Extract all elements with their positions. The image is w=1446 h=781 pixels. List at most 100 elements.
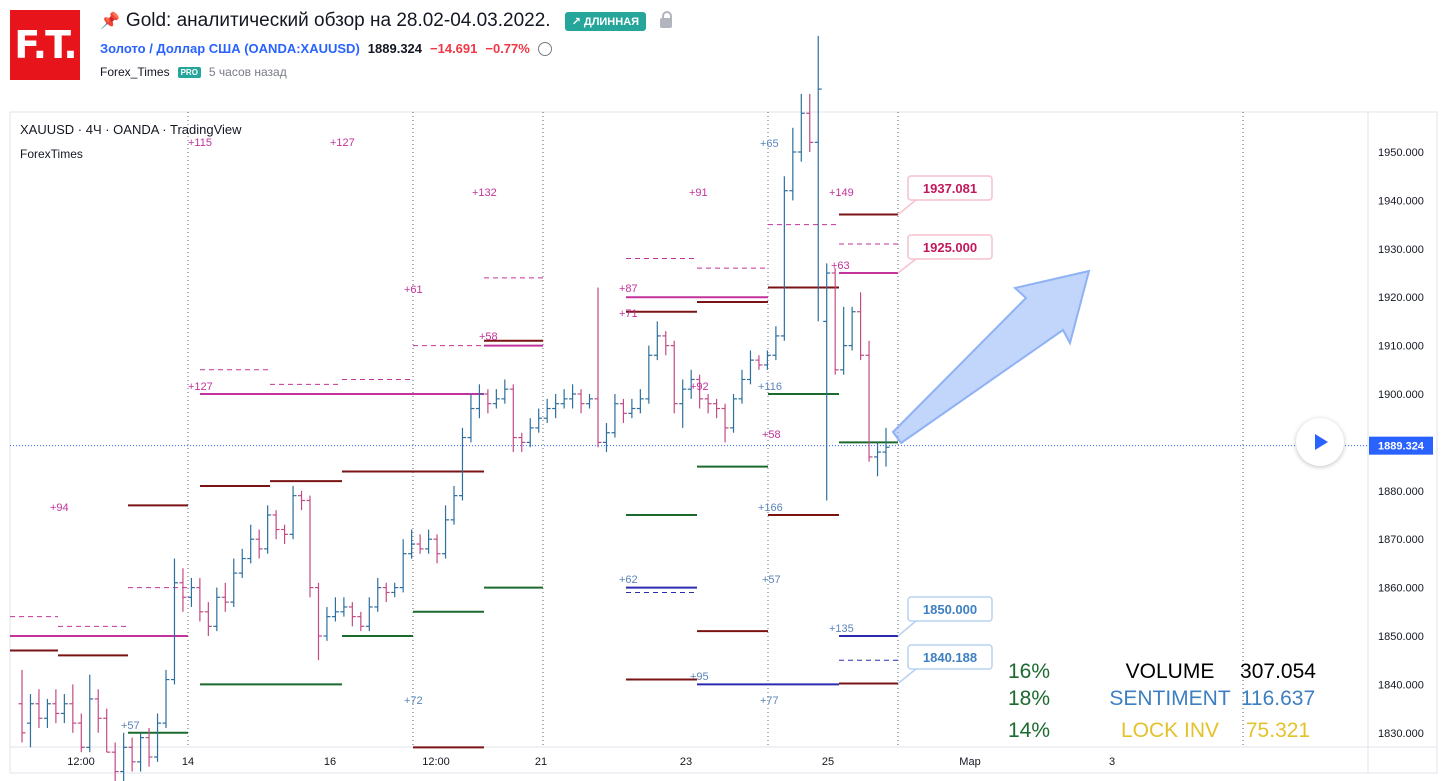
- ohlc-bar: [145, 727, 153, 767]
- ohlc-bar: [94, 689, 102, 733]
- ohlc-bar: [772, 326, 780, 361]
- play-replay-button[interactable]: [1296, 418, 1344, 466]
- ohlc-bar: [780, 176, 788, 341]
- ohlc-bar: [187, 577, 195, 607]
- idea-title: Gold: аналитический обзор на 28.02-04.03…: [125, 10, 551, 31]
- stat-name: LOCK INV: [1121, 719, 1219, 742]
- bar-annotation: +61: [404, 284, 423, 296]
- price-callout-label: 1840.188: [923, 650, 977, 665]
- ohlc-bar: [552, 394, 560, 419]
- ohlc-bar: [848, 306, 856, 351]
- bar-annotation: +94: [50, 502, 69, 514]
- ohlc-bar: [730, 394, 738, 433]
- bar-annotation: +116: [758, 381, 782, 393]
- ohlc-bar: [526, 418, 534, 448]
- ohlc-bar: [128, 737, 136, 772]
- ohlc-bar: [323, 606, 331, 641]
- ohlc-bar: [77, 713, 85, 753]
- price-tick: 1930.000: [1378, 244, 1424, 256]
- ohlc-bar: [35, 689, 43, 728]
- stat-row: 16% VOLUME 307.054: [1008, 660, 1316, 683]
- ohlc-bar: [713, 398, 721, 419]
- price-callout[interactable]: 1925.000: [897, 234, 993, 274]
- author-name[interactable]: Forex_Times: [100, 65, 170, 79]
- price-callout[interactable]: 1840.188: [897, 644, 993, 685]
- current-price-label: 1889.324: [1378, 441, 1425, 453]
- ohlc-bar: [442, 505, 450, 559]
- price-callout[interactable]: 1850.000: [897, 596, 993, 637]
- time-tick: 23: [680, 756, 692, 768]
- stat-row: 18% SENTIMENT 116.637: [1008, 687, 1315, 710]
- ohlc-bar: [298, 490, 306, 511]
- price-tick: 1940.000: [1378, 195, 1424, 207]
- ohlc-bar: [272, 510, 280, 540]
- pin-icon: 📌: [100, 13, 120, 30]
- ohlc-bar: [340, 597, 348, 617]
- ohlc-bar: [314, 582, 322, 661]
- stat-percent: 16%: [1008, 660, 1050, 683]
- bar-annotation: +57: [762, 574, 781, 586]
- ohlc-bar: [154, 713, 162, 762]
- symbol-link[interactable]: Золото / Доллар США (OANDA:XAUUSD): [100, 41, 360, 56]
- ohlc-bar: [738, 369, 746, 404]
- ohlc-bar: [86, 674, 94, 753]
- bar-annotation: +115: [188, 137, 212, 149]
- grid: [187, 112, 1244, 747]
- ohlc-bar: [69, 684, 77, 733]
- ohlc-bar: [348, 602, 356, 627]
- price-tick: 1860.000: [1378, 583, 1424, 595]
- ohlc-bar: [213, 587, 221, 632]
- ohlc-bar: [196, 577, 204, 622]
- price-callouts: 1937.081 1925.000 1850.000 1840.188: [897, 175, 993, 685]
- bar-annotation: +62: [619, 574, 638, 586]
- bar-annotation: +92: [690, 381, 709, 393]
- price-tick: 1840.000: [1378, 679, 1424, 691]
- price-callout-label: 1937.081: [923, 181, 977, 196]
- ohlc-bar: [569, 384, 577, 409]
- ohlc-bar: [357, 611, 365, 632]
- idea-title-row: 📌 Gold: аналитический обзор на 28.02-04.…: [100, 10, 673, 32]
- ohlc-bar: [814, 35, 822, 322]
- ohlc-bar: [264, 505, 272, 554]
- stats-panel: 16% VOLUME 307.054 18% SENTIMENT 116.637 14% LO…: [1008, 660, 1316, 742]
- chart-subtitle: ForexTimes: [20, 147, 83, 161]
- ohlc-bar: [162, 669, 170, 728]
- ohlc-bar: [857, 292, 865, 361]
- stat-value: 116.637: [1241, 687, 1315, 710]
- stat-percent: 18%: [1008, 687, 1050, 710]
- ohlc-bar: [823, 263, 831, 501]
- ohlc-bar: [746, 350, 754, 385]
- ohlc-bar: [831, 268, 839, 375]
- ohlc-bar: [120, 732, 128, 781]
- level-lines: [10, 213, 898, 749]
- bar-annotation: +91: [689, 187, 708, 199]
- price-callout-label: 1925.000: [923, 240, 977, 255]
- ohlc-bar: [662, 331, 670, 356]
- bar-annotation: +87: [619, 283, 638, 295]
- price-callout[interactable]: 1937.081: [897, 175, 993, 216]
- ohlc-bar: [281, 524, 289, 545]
- ohlc-bar: [221, 582, 229, 612]
- price-tick: 1900.000: [1378, 389, 1424, 401]
- current-price-tag: [1369, 436, 1433, 455]
- ohlc-bar: [543, 398, 551, 424]
- time-axis: 12:00 14 16 12:00 21 23 25 Мар 3: [67, 756, 1115, 768]
- stat-value: 75.321: [1246, 719, 1310, 742]
- ohlc-bar: [619, 398, 627, 424]
- ohlc-bar: [408, 529, 416, 559]
- ohlc-bar: [696, 374, 704, 409]
- bar-annotation: +166: [758, 502, 783, 514]
- stat-row: 14% LOCK INV 75.321: [1008, 719, 1310, 742]
- ohlc-bar: [391, 582, 399, 598]
- ohlc-bar: [560, 389, 568, 409]
- forecast-arrow[interactable]: [891, 269, 1091, 445]
- ohlc-bar: [755, 355, 763, 370]
- ohlc-bar: [433, 534, 441, 564]
- ohlc-bar: [670, 340, 678, 414]
- stat-name: VOLUME: [1126, 660, 1215, 683]
- forecast-arrow-shape[interactable]: [891, 269, 1091, 445]
- ohlc-bar: [797, 93, 805, 162]
- ohlc-bar: [179, 568, 187, 612]
- alarm-clock-icon[interactable]: [537, 41, 552, 56]
